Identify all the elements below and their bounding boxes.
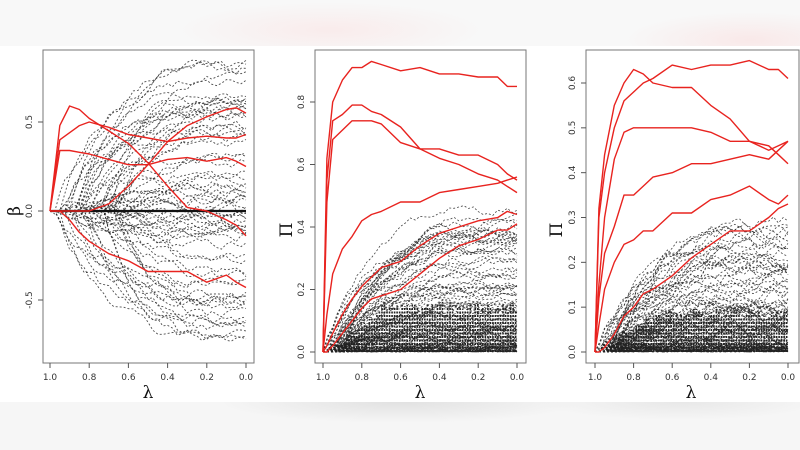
plot-frame-pi2 <box>585 49 800 364</box>
signal-line <box>322 60 517 353</box>
signal-line <box>594 185 789 353</box>
y-tick-label: 0.3 <box>568 210 578 224</box>
y-axis-title: Π <box>547 223 567 238</box>
signal-line <box>49 121 247 212</box>
x-tick-label: 0.8 <box>82 373 97 383</box>
x-tick-label: 0.4 <box>160 373 175 383</box>
y-tick-label: 0.4 <box>297 220 307 235</box>
y-tick-label: 0.8 <box>297 95 307 110</box>
x-tick-label: 0.2 <box>471 373 485 383</box>
x-tick-label: 0.6 <box>393 373 408 383</box>
y-axis-title: Π <box>277 223 297 238</box>
y-tick-label: 0.1 <box>568 300 578 314</box>
signal-line <box>49 105 247 237</box>
signal-line <box>594 68 789 353</box>
y-tick-label: 0.4 <box>568 165 578 180</box>
signal-line <box>322 210 518 353</box>
x-tick-label: 0.0 <box>781 373 796 383</box>
x-tick-label: 1.0 <box>43 373 58 383</box>
signal-group-beta <box>49 105 247 289</box>
y-tick-label: 0.0 <box>25 204 35 219</box>
signal-line <box>49 149 247 212</box>
signal-line <box>323 223 518 353</box>
signal-line <box>594 127 789 353</box>
y-tick-label: 0.6 <box>568 76 578 91</box>
signal-line <box>322 104 518 353</box>
axes: 1.0 0.8 0.6 0.4 0.2 0.0 -0.5 0.0 0.5 λ β 1.0 0.8 0.6 0… <box>5 49 800 403</box>
noise-group-pi1 <box>322 205 518 353</box>
x-tick-label: 0.4 <box>432 373 447 383</box>
signal-line <box>594 59 789 353</box>
x-tick-label: 0.2 <box>200 373 214 383</box>
y-tick-label: 0.5 <box>568 121 578 135</box>
signal-line <box>50 107 247 212</box>
y-tick-label: 0.6 <box>297 157 307 172</box>
y-tick-label: 0.2 <box>568 255 578 269</box>
x-axis-title: λ <box>143 383 154 403</box>
signal-paths <box>49 59 789 353</box>
x-tick-label: 0.4 <box>704 373 719 383</box>
signal-group-pi2 <box>594 59 789 353</box>
x-tick-label: 0.8 <box>626 373 641 383</box>
signal-line <box>322 176 518 353</box>
x-tick-label: 0.2 <box>742 373 756 383</box>
y-tick-label: 0.2 <box>297 282 307 296</box>
x-tick-label: 0.0 <box>510 373 525 383</box>
x-tick-label: 1.0 <box>316 373 331 383</box>
signal-line <box>322 120 518 353</box>
x-tick-label: 0.0 <box>239 373 254 383</box>
top-background <box>0 0 800 46</box>
x-axis-title: λ <box>686 383 697 403</box>
noise-group-pi2 <box>594 216 789 353</box>
signal-line <box>594 140 789 353</box>
bottom-background <box>0 402 800 450</box>
x-axis-title: λ <box>415 383 426 403</box>
plot-frame-beta <box>42 49 255 364</box>
signal-line <box>595 203 789 353</box>
signal-line <box>50 210 247 289</box>
y-tick-label: 0.0 <box>297 345 307 360</box>
signal-group-pi1 <box>322 60 518 353</box>
x-tick-label: 0.8 <box>355 373 370 383</box>
x-tick-label: 0.6 <box>121 373 136 383</box>
y-tick-label: 0.0 <box>568 345 578 360</box>
y-tick-label: 0.5 <box>25 115 35 129</box>
y-axis-title: β <box>5 206 25 216</box>
y-tick-label: -0.5 <box>25 291 35 309</box>
x-tick-label: 0.6 <box>665 373 680 383</box>
plot-frame-pi1 <box>314 49 527 364</box>
x-tick-label: 1.0 <box>588 373 603 383</box>
